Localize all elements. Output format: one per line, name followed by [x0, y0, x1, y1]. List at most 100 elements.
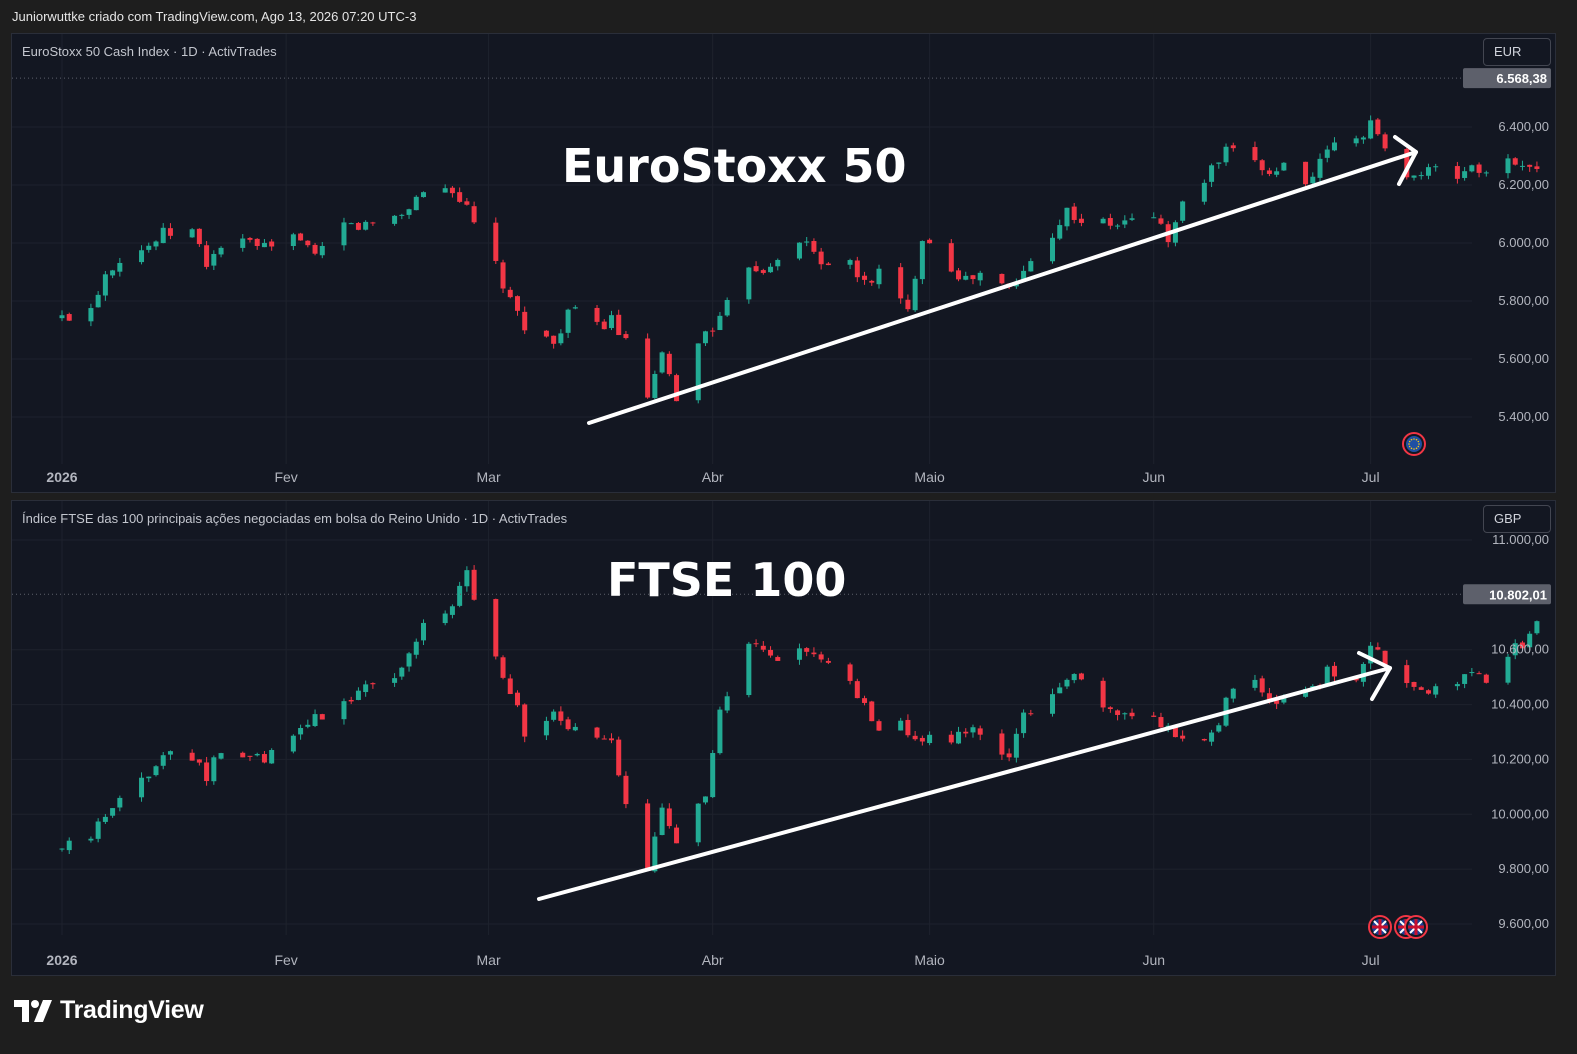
candle — [1252, 141, 1258, 163]
candle — [370, 221, 376, 226]
x-axis: 2026FevMarAbrMaioJunJulAgo — [46, 469, 1379, 485]
candle-body — [1382, 650, 1388, 667]
candle-body — [666, 808, 672, 827]
candle — [421, 191, 426, 198]
candle — [1071, 673, 1077, 684]
candle-body — [1172, 726, 1178, 738]
chart-pane-ftse[interactable]: 11.000,00 10.600,00 10.400,00 10.200,00 10.0… — [11, 500, 1556, 976]
candle-body — [1050, 694, 1056, 714]
candle-body — [1259, 678, 1265, 693]
candle — [1454, 681, 1460, 691]
candle — [471, 565, 477, 601]
candle — [1021, 709, 1027, 738]
candle — [1158, 712, 1164, 731]
flag-star — [1413, 448, 1415, 450]
candle — [1078, 672, 1084, 681]
candle — [139, 245, 145, 265]
candle — [146, 776, 152, 783]
candle-body — [406, 653, 412, 667]
candle — [1476, 671, 1482, 675]
last-price-label: 6.568,38 — [1496, 71, 1547, 86]
candle-body — [1252, 679, 1258, 688]
candle-body — [963, 731, 969, 734]
candle-body — [601, 321, 607, 330]
candle — [1505, 654, 1511, 685]
candle — [760, 268, 766, 275]
candle — [572, 723, 578, 732]
candle-body — [1534, 166, 1540, 169]
candle — [594, 305, 600, 326]
candle-body — [760, 270, 766, 273]
candle-body — [1353, 138, 1359, 144]
candle — [1303, 161, 1309, 190]
candle — [977, 725, 983, 741]
flag-star — [1417, 445, 1420, 448]
candle — [204, 756, 210, 786]
flag-star — [1410, 438, 1413, 441]
candle — [1418, 171, 1424, 180]
candle — [963, 728, 969, 738]
candle-body — [211, 253, 217, 266]
trend-arrow-head — [1357, 651, 1392, 701]
candle — [449, 604, 455, 619]
candle-body — [1064, 679, 1070, 687]
candle-body — [240, 238, 246, 248]
candle — [59, 848, 65, 852]
candle-body — [919, 737, 925, 742]
currency-button[interactable]: EUR — [1483, 38, 1551, 66]
chart-pane-eurostoxx[interactable]: 6.400,00 6.200,00 6.000,00 5.800,00 5.600,00… — [11, 33, 1556, 493]
candle-body — [999, 273, 1005, 284]
candle — [1107, 706, 1113, 713]
candle — [247, 236, 253, 243]
tradingview-brand[interactable]: TradingView — [14, 996, 204, 1025]
candle-body — [167, 228, 173, 236]
candle-body — [1519, 165, 1525, 167]
candle — [1057, 219, 1063, 241]
candle-body — [153, 766, 159, 776]
candle-body — [1454, 166, 1460, 179]
candle-body — [601, 738, 607, 740]
candle-body — [608, 738, 614, 741]
candle-body — [1404, 665, 1410, 684]
candle — [88, 836, 94, 843]
candle — [1129, 213, 1135, 222]
candle-body — [522, 704, 528, 737]
candle-body — [1404, 148, 1410, 178]
candle-body — [88, 308, 94, 322]
candle-body — [153, 241, 159, 247]
candle — [1158, 214, 1164, 225]
candle-body — [1411, 681, 1417, 687]
currency-button[interactable]: GBP — [1483, 505, 1551, 533]
candle — [551, 335, 557, 349]
candle-body — [1129, 712, 1135, 717]
candle-body — [948, 243, 954, 272]
candle — [290, 232, 296, 251]
candle — [1274, 167, 1280, 178]
candle — [977, 270, 983, 286]
candle — [1425, 689, 1431, 695]
candle-body — [898, 267, 904, 299]
candle-body — [862, 275, 868, 280]
candle-body — [652, 836, 658, 872]
candle-body — [392, 678, 398, 683]
candle — [514, 690, 520, 708]
candle-body — [724, 696, 730, 711]
candle-body — [572, 307, 578, 309]
candle — [1425, 163, 1431, 180]
candle — [695, 803, 701, 847]
candle-body — [1230, 145, 1236, 149]
candle — [66, 312, 72, 321]
eurostoxx-chart-canvas[interactable]: 6.400,00 6.200,00 6.000,00 5.800,00 5.600,00… — [12, 34, 1556, 493]
y-axis: 6.400,00 6.200,00 6.000,00 5.800,00 5.600,00… — [1498, 119, 1549, 424]
candle-body — [464, 570, 470, 587]
candle — [110, 808, 116, 818]
candle-body — [1151, 217, 1157, 219]
candle — [211, 250, 217, 271]
candle-body — [956, 270, 962, 280]
candle-body — [305, 724, 311, 727]
candle-body — [1469, 165, 1475, 172]
ftse-chart-canvas[interactable]: 11.000,00 10.600,00 10.400,00 10.200,00 10.0… — [12, 501, 1556, 976]
candle-body — [1201, 182, 1207, 202]
candle — [413, 638, 419, 659]
candle — [710, 750, 716, 799]
